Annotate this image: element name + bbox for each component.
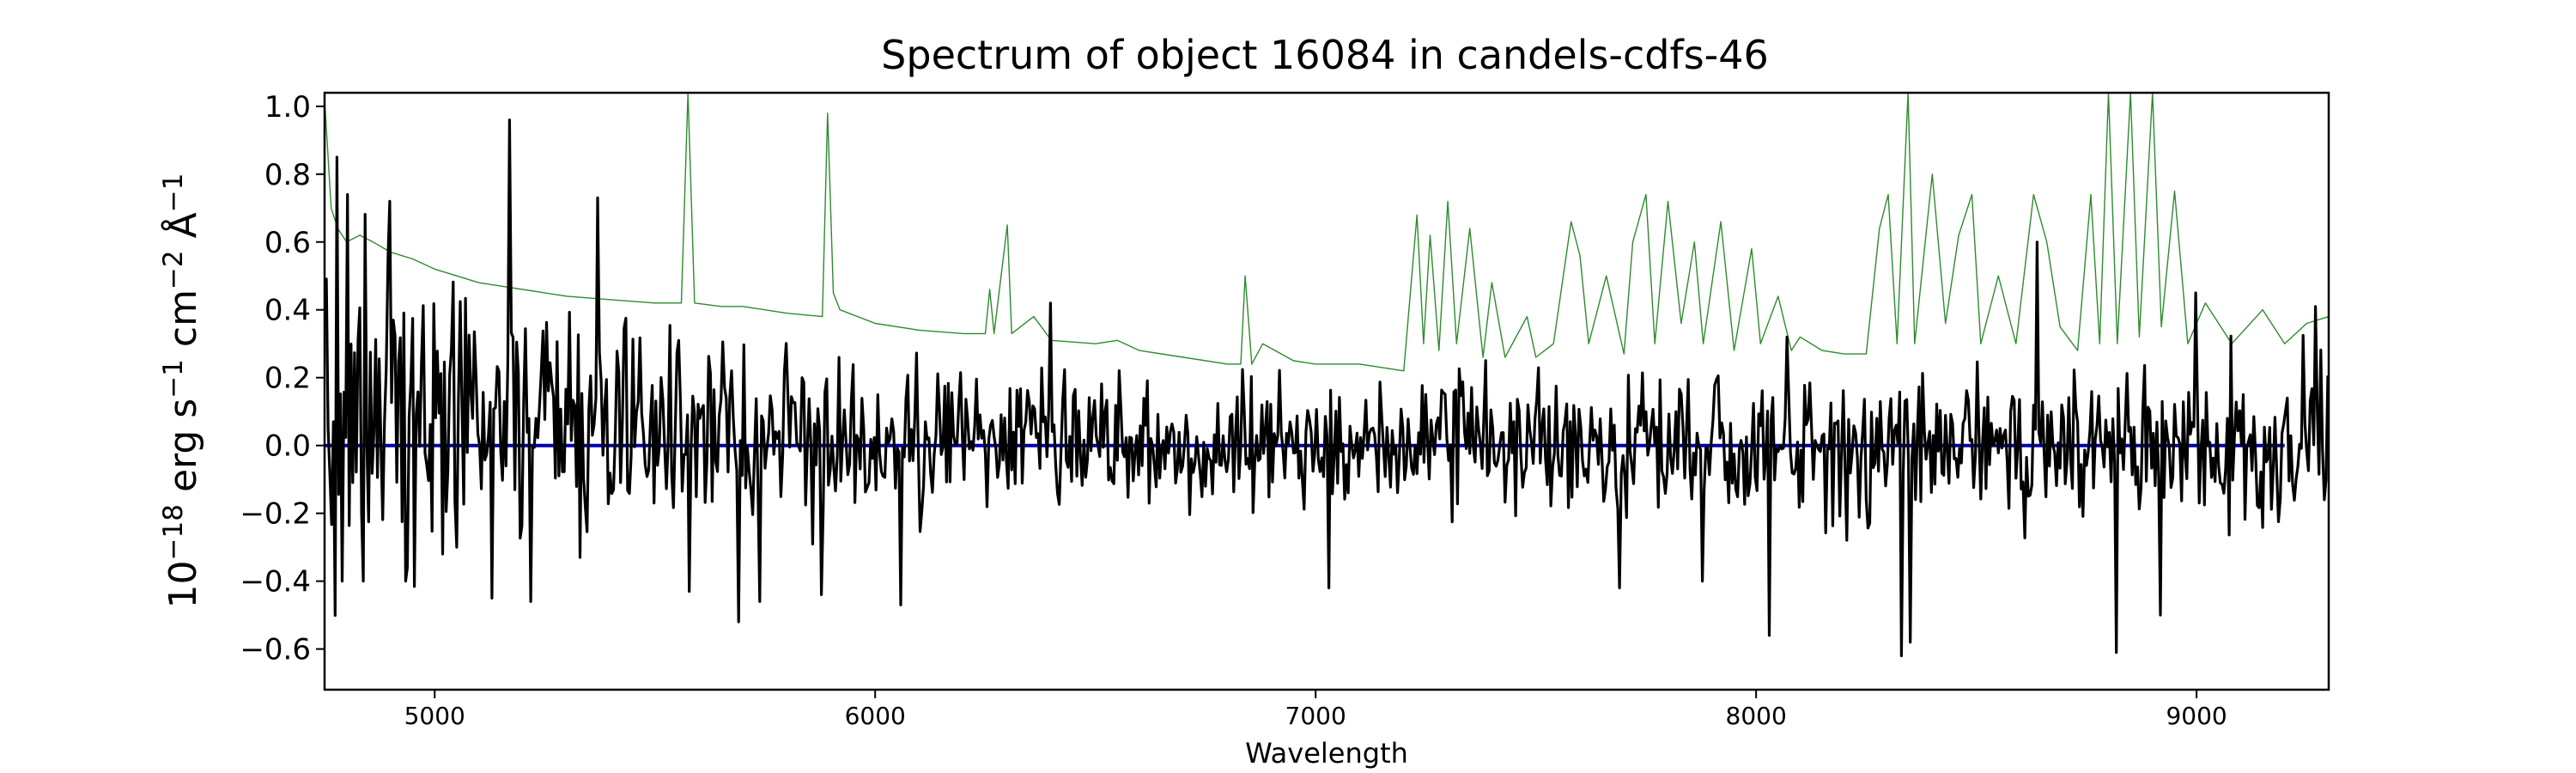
y-axis: −0.6 −0.4 −0.2 0.0 0.2 0.4 0.6 0.8 1.0: [240, 90, 325, 667]
series-line-noise: [325, 93, 2329, 372]
x-tick-label: 6000: [845, 702, 906, 730]
plot-frame: [323, 91, 2330, 691]
y-tick-label: 1.0: [264, 90, 311, 125]
x-tick-label: 8000: [1726, 702, 1787, 730]
y-axis-label: 10−18 erg s−1 cm−2 Å−1: [158, 173, 205, 609]
series-line-flux: [325, 119, 2329, 658]
x-tick-label: 7000: [1285, 702, 1346, 730]
chart-title: Spectrum of object 16084 in candels-cdfs…: [881, 32, 1769, 78]
x-axis-label: Wavelength: [1245, 737, 1408, 770]
y-tick-label: 0.0: [264, 429, 311, 464]
y-tick-label: 0.4: [264, 294, 311, 328]
x-tick-label: 9000: [2166, 702, 2227, 730]
y-tick-label: 0.8: [264, 158, 311, 192]
y-tick-label: −0.2: [240, 497, 311, 532]
y-tick-label: 0.6: [264, 226, 311, 260]
y-tick-label: 0.2: [264, 362, 311, 396]
y-tick-label: −0.6: [240, 633, 311, 667]
x-axis: 5000 6000 7000 8000 9000: [404, 690, 2227, 730]
x-tick-label: 5000: [404, 702, 465, 730]
series-layer: [325, 93, 2329, 658]
y-tick-label: −0.4: [240, 565, 311, 600]
